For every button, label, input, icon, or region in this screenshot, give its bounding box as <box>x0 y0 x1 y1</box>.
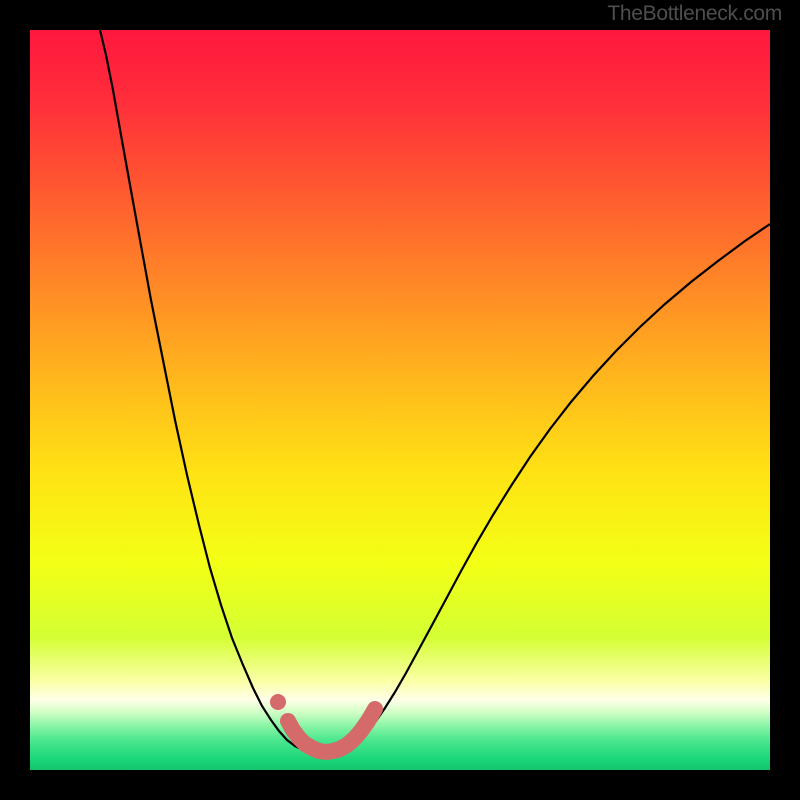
frame-bottom <box>0 770 800 800</box>
watermark-text: TheBottleneck.com <box>607 2 782 26</box>
gradient-background <box>30 30 770 770</box>
chart-svg <box>0 0 800 800</box>
frame-left <box>0 0 30 800</box>
frame-right <box>770 0 800 800</box>
accent-dot <box>270 694 286 710</box>
